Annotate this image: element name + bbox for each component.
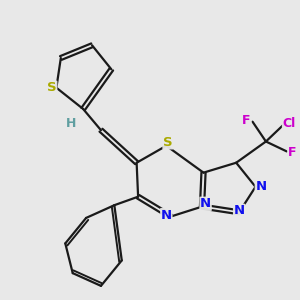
Text: H: H bbox=[66, 117, 76, 130]
Text: F: F bbox=[242, 114, 251, 127]
Text: N: N bbox=[161, 208, 172, 222]
Text: S: S bbox=[163, 136, 172, 149]
Text: F: F bbox=[288, 146, 296, 159]
Text: N: N bbox=[234, 204, 245, 218]
Text: S: S bbox=[47, 81, 57, 94]
Text: N: N bbox=[255, 180, 266, 193]
Text: Cl: Cl bbox=[283, 117, 296, 130]
Text: N: N bbox=[200, 197, 211, 210]
